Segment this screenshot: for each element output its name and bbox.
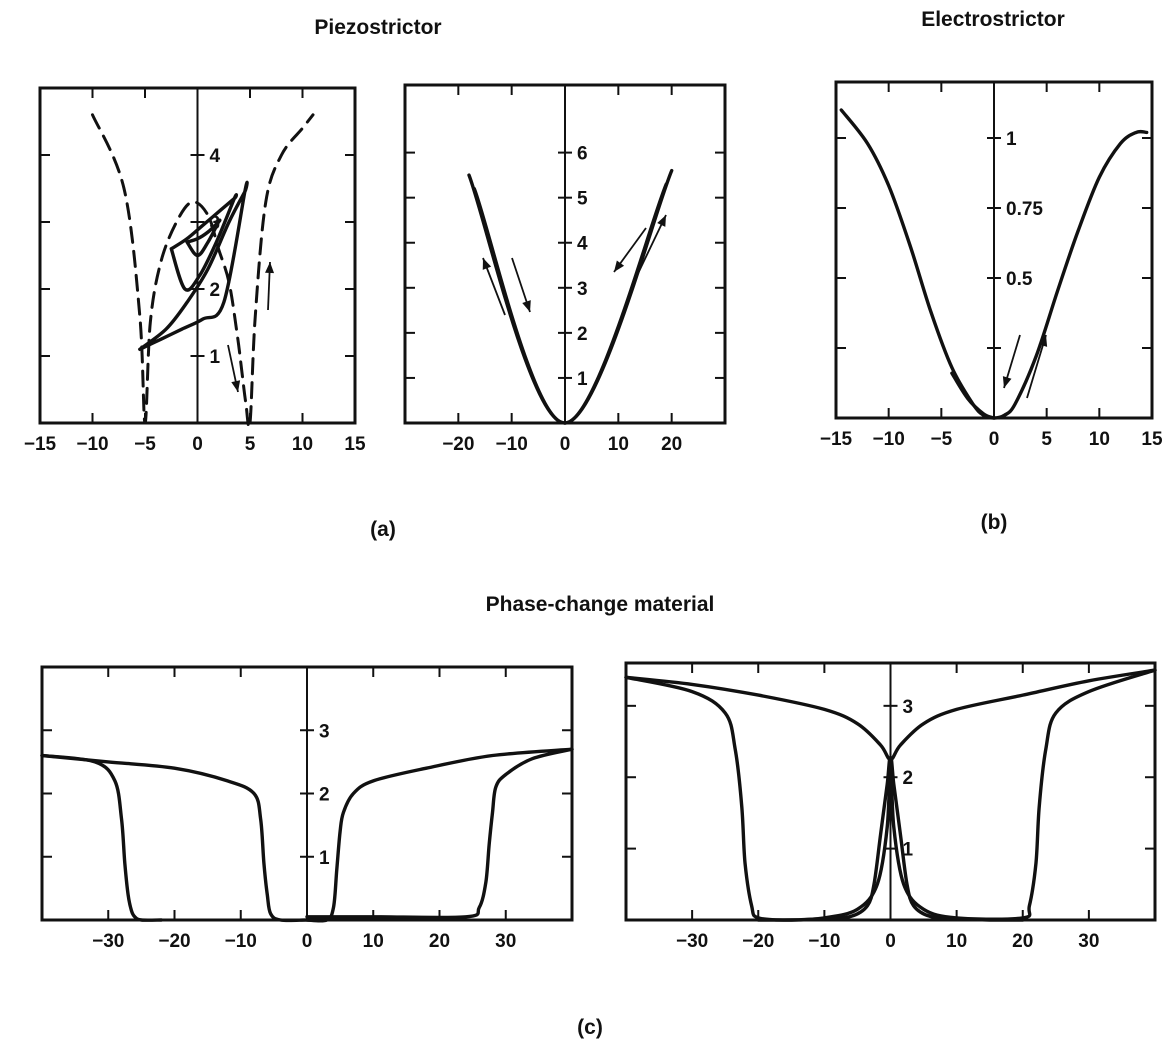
x-tick-label: −20 (442, 434, 474, 455)
x-tick-label: 0 (989, 429, 1000, 450)
series-line-2 (950, 371, 996, 420)
series-line-1 (467, 168, 674, 425)
y-tick-label: 4 (210, 146, 221, 167)
x-tick-label: −20 (742, 931, 774, 952)
group-title-electrostrictor: Electrostrictor (921, 8, 1065, 31)
x-tick-label: −10 (225, 931, 257, 952)
chart-pnzst-1: −30 −20 −10 0 10 20 30 1 2 3 (40, 665, 574, 952)
x-tick-label: 10 (946, 931, 967, 952)
bst-arrow-right-up-shaft (631, 214, 667, 287)
y-tick-label: 6 (577, 144, 588, 165)
x-tick-label: −10 (496, 434, 528, 455)
series-line-1 (91, 113, 315, 429)
x-tick-label: 0 (302, 931, 313, 952)
y-tick-label: 1 (903, 840, 914, 861)
y-tick-label: 2 (577, 324, 588, 345)
x-tick-label: 10 (292, 434, 313, 455)
x-tick-label: 5 (245, 434, 256, 455)
y-tick-label: 0.5 (1006, 269, 1033, 290)
group-title-piezostrictor: Piezostrictor (314, 16, 441, 39)
y-tick-label: 0.75 (1006, 199, 1043, 220)
bst-arrow-right-up-head (657, 215, 666, 227)
series-line-2 (624, 675, 1025, 922)
x-tick-label: 30 (1078, 931, 1099, 952)
caption-b: (b) (981, 511, 1008, 534)
y-tick-label: 2 (903, 768, 914, 789)
x-tick-label: −15 (820, 429, 853, 450)
bst-arrow-left-down-head (522, 300, 531, 312)
chart-bst: −20 −10 0 10 20 1 2 3 4 5 6 (403, 83, 727, 455)
y-tick-label: 2 (210, 280, 221, 301)
chart-pmn-pt: −15 −10 −5 0 5 10 15 0.5 0.75 1 (820, 80, 1163, 450)
bst-arrow-left-up-head (482, 258, 492, 270)
series-line-3 (169, 193, 239, 292)
group-title-phase-change: Phase-change material (486, 593, 715, 616)
x-tick-label: −5 (930, 429, 952, 450)
x-tick-label: 10 (1089, 429, 1110, 450)
plzt-arrow-up-head (265, 262, 275, 274)
x-tick-label: 20 (1012, 931, 1033, 952)
y-tick-label: 4 (577, 234, 588, 255)
x-tick-label: 10 (363, 931, 384, 952)
x-tick-label: 15 (344, 434, 366, 455)
x-tick-label: −30 (676, 931, 708, 952)
x-tick-label: −30 (92, 931, 124, 952)
bst-arrow-right-down-head (614, 260, 625, 272)
series-line-3 (756, 668, 1157, 922)
chart-pnzst-2: −30 −20 −10 0 10 20 30 1 2 3 (624, 661, 1157, 952)
x-tick-label: −5 (134, 434, 156, 455)
y-tick-label: 5 (577, 189, 588, 210)
x-tick-label: 0 (560, 434, 571, 455)
y-tick-label: 1 (1006, 129, 1017, 150)
y-tick-label: 1 (319, 848, 330, 869)
y-tick-label: 3 (319, 721, 330, 742)
y-tick-label: 3 (903, 697, 914, 718)
pmn-arrow-up-head (1038, 335, 1048, 347)
x-tick-label: 15 (1141, 429, 1163, 450)
series-line-1 (40, 753, 163, 922)
x-tick-label: −10 (873, 429, 905, 450)
y-tick-label: 3 (577, 279, 588, 300)
x-tick-label: 20 (661, 434, 682, 455)
x-tick-label: −15 (24, 434, 57, 455)
y-tick-label: 1 (577, 369, 588, 390)
caption-a: (a) (370, 518, 396, 541)
series-line-2 (40, 753, 322, 923)
series-line-1 (839, 108, 1149, 420)
x-tick-label: 5 (1041, 429, 1052, 450)
x-tick-label: −10 (808, 931, 840, 952)
series-line-4 (185, 218, 222, 258)
x-tick-label: 20 (429, 931, 450, 952)
plzt-arrow-down-head (231, 380, 241, 392)
series-line-2 (138, 180, 249, 351)
y-tick-label: 1 (210, 347, 221, 368)
x-tick-label: 10 (608, 434, 629, 455)
pmn-arrow-down-head (1002, 376, 1012, 388)
x-tick-label: 30 (495, 931, 516, 952)
x-tick-label: 0 (192, 434, 203, 455)
caption-c: (c) (577, 1016, 603, 1039)
series-line-3 (305, 747, 574, 923)
x-tick-label: −10 (76, 434, 108, 455)
series-line-4 (305, 747, 574, 920)
x-tick-label: 0 (885, 931, 896, 952)
series-line-2 (472, 182, 668, 425)
x-tick-label: −20 (158, 931, 190, 952)
y-tick-label: 2 (319, 785, 330, 806)
